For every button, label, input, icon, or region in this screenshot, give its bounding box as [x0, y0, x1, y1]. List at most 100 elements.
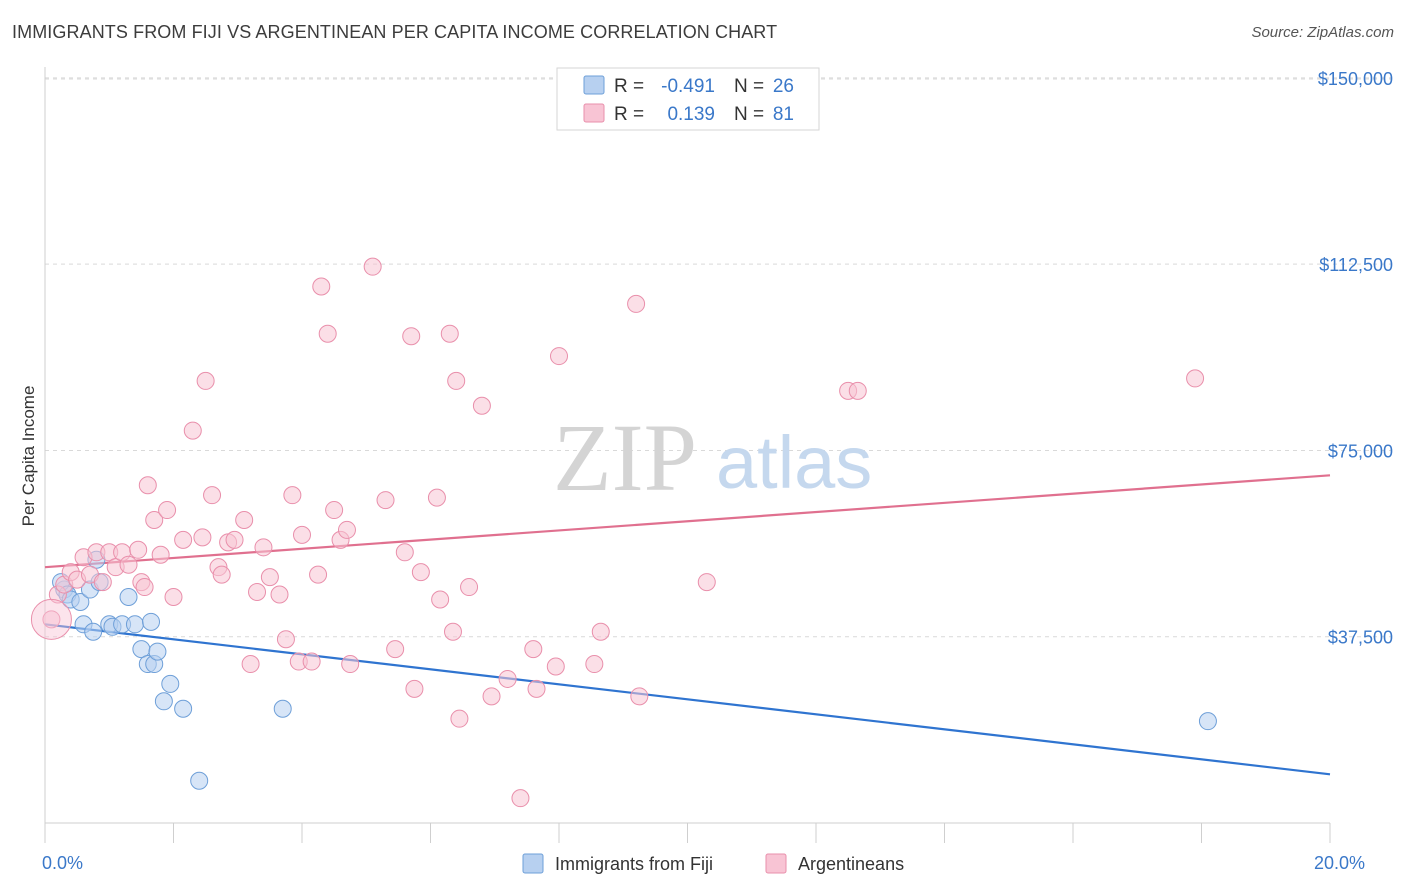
point-argentineans	[450, 709, 469, 728]
point-argentineans	[460, 578, 479, 597]
point-argentineans	[550, 347, 568, 366]
point-fiji	[174, 699, 193, 718]
stats-box: R = -0.491 N = 26 R = 0.139 N = 81	[556, 67, 820, 131]
point-argentineans	[627, 294, 646, 313]
point-argentineans	[151, 545, 170, 564]
point-argentineans	[386, 640, 405, 659]
point-fiji	[154, 692, 173, 711]
point-fiji	[161, 674, 180, 693]
y-tick-label: $75,000	[1328, 441, 1393, 461]
point-argentineans	[405, 679, 424, 698]
point-argentineans	[427, 488, 446, 507]
point-argentineans	[196, 371, 215, 390]
point-argentineans	[511, 789, 530, 808]
y-axis-label: Per Capita Income	[19, 386, 38, 527]
point-argentineans	[212, 565, 231, 584]
stats-r-value-fiji: -0.491	[661, 76, 715, 97]
point-argentineans	[1186, 369, 1205, 388]
watermark-atlas: atlas	[716, 421, 872, 504]
point-argentineans	[472, 396, 491, 415]
point-argentineans	[42, 610, 61, 629]
axes	[44, 67, 1331, 843]
point-argentineans	[591, 622, 610, 641]
point-argentineans	[363, 257, 382, 276]
legend-swatch-argentineans	[765, 853, 787, 874]
legend-label-fiji: Immigrants from Fiji	[555, 854, 713, 874]
point-argentineans	[145, 510, 164, 529]
point-argentineans	[630, 687, 649, 706]
point-argentineans	[848, 381, 867, 400]
point-argentineans	[312, 277, 331, 296]
point-argentineans	[270, 585, 289, 604]
data-points	[30, 257, 1217, 808]
point-argentineans	[585, 655, 604, 674]
point-argentineans	[697, 573, 716, 592]
point-argentineans	[164, 587, 183, 606]
point-argentineans	[183, 421, 202, 440]
point-argentineans	[93, 573, 112, 592]
point-fiji	[1198, 712, 1217, 731]
stats-n-value-argentineans: 81	[773, 104, 794, 125]
legend-label-argentineans: Argentineans	[798, 854, 904, 874]
point-fiji	[148, 642, 167, 661]
point-argentineans	[158, 501, 177, 520]
source-credit: Source: ZipAtlas.com	[1251, 24, 1394, 41]
point-argentineans	[309, 565, 328, 584]
point-argentineans	[524, 640, 543, 659]
point-argentineans	[276, 630, 295, 649]
point-argentineans	[302, 652, 321, 671]
y-tick-label: $112,500	[1319, 255, 1393, 275]
point-argentineans	[337, 520, 356, 539]
point-argentineans	[283, 486, 302, 505]
point-fiji	[119, 587, 138, 606]
point-argentineans	[395, 543, 414, 562]
stats-swatch-fiji	[583, 75, 605, 95]
tick-labels: $37,500 $75,000 $112,500 $150,000 0.0% 20.0%	[42, 69, 1393, 873]
point-argentineans	[318, 324, 337, 343]
point-argentineans	[193, 528, 212, 547]
chart-title: IMMIGRANTS FROM FIJI VS ARGENTINEAN PER …	[12, 22, 778, 42]
point-argentineans	[325, 501, 344, 520]
point-argentineans	[341, 655, 360, 674]
point-fiji	[71, 592, 90, 611]
y-tick-label: $37,500	[1328, 628, 1393, 648]
point-fiji	[84, 622, 103, 641]
point-argentineans	[443, 622, 462, 641]
point-argentineans	[119, 555, 138, 574]
stats-swatch-argentineans	[583, 103, 605, 123]
x-tick-label: 20.0%	[1314, 853, 1365, 873]
y-tick-label: $150,000	[1318, 69, 1393, 89]
point-fiji	[190, 771, 209, 790]
point-argentineans	[30, 598, 72, 640]
watermark-zip: ZIP	[553, 404, 697, 511]
point-argentineans	[235, 510, 254, 529]
point-fiji	[125, 615, 144, 634]
point-argentineans	[440, 324, 459, 343]
point-argentineans	[138, 476, 157, 495]
point-argentineans	[203, 486, 222, 505]
x-tick-label: 0.0%	[42, 853, 83, 873]
stats-r-value-argentineans: 0.139	[667, 104, 715, 125]
stats-n-label-argentineans: N =	[734, 104, 764, 125]
stats-r-label-fiji: R =	[614, 76, 644, 97]
point-fiji	[273, 699, 292, 718]
point-argentineans	[447, 371, 466, 390]
stats-n-value-fiji: 26	[773, 76, 794, 97]
point-argentineans	[254, 538, 273, 557]
point-argentineans	[241, 655, 260, 674]
point-argentineans	[498, 669, 517, 688]
point-argentineans	[402, 327, 421, 346]
point-argentineans	[260, 568, 279, 587]
point-argentineans	[293, 525, 311, 544]
point-argentineans	[174, 530, 193, 549]
point-argentineans	[482, 687, 501, 706]
watermark: ZIP atlas	[553, 404, 872, 511]
stats-r-label-argentineans: R =	[614, 104, 644, 125]
point-fiji	[142, 612, 161, 631]
stats-n-label-fiji: N =	[734, 76, 764, 97]
point-argentineans	[135, 578, 154, 597]
point-argentineans	[431, 590, 450, 609]
point-argentineans	[376, 491, 395, 510]
point-argentineans	[225, 530, 244, 549]
